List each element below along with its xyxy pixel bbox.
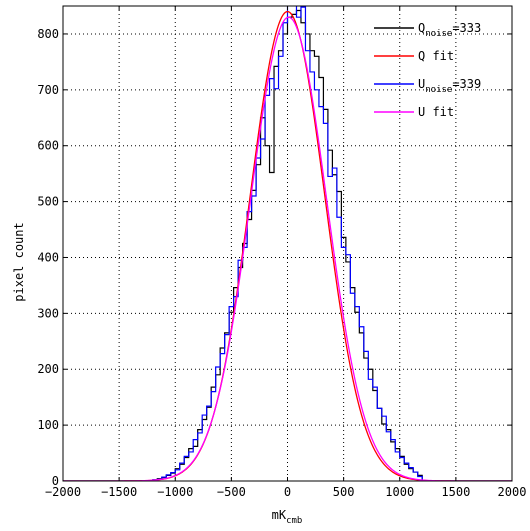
x-tick-label: 1000 <box>385 485 414 499</box>
y-tick-label: 800 <box>37 27 59 41</box>
legend: Qnoise=333 Q fit Unoise=339 U fit <box>374 21 481 119</box>
x-tick-label: −1000 <box>157 485 193 499</box>
legend-entry: Q fit <box>418 49 454 63</box>
x-tick-label: −500 <box>217 485 246 499</box>
x-axis-label: mKcmb <box>272 508 303 526</box>
x-tick-label: 500 <box>333 485 355 499</box>
grid-lines <box>63 6 512 481</box>
y-tick-label: 700 <box>37 83 59 97</box>
y-tick-label: 600 <box>37 139 59 153</box>
y-tick-label: 300 <box>37 306 59 320</box>
legend-entry: U fit <box>418 105 454 119</box>
y-axis-label: pixel count <box>12 222 26 301</box>
y-tick-label: 100 <box>37 418 59 432</box>
y-tick-label: 400 <box>37 250 59 264</box>
plot-frame <box>62 5 513 482</box>
x-tick-label: 0 <box>284 485 291 499</box>
legend-entry: Unoise=339 <box>418 77 481 95</box>
y-tick-label: 0 <box>52 474 59 488</box>
x-tick-label: 1500 <box>441 485 470 499</box>
histogram-u-noise <box>63 6 512 481</box>
x-tick-label: −2000 <box>45 485 81 499</box>
x-tick-label: 2000 <box>498 485 527 499</box>
y-tick-label: 200 <box>37 362 59 376</box>
x-tick-label: −1500 <box>101 485 137 499</box>
legend-entry: Qnoise=333 <box>418 21 481 39</box>
x-axis: −2000 −1500 −1000 −500 0 500 1000 1500 2000 <box>45 6 527 499</box>
y-tick-label: 500 <box>37 195 59 209</box>
y-axis: 0 100 200 300 400 500 600 700 800 <box>37 27 512 488</box>
